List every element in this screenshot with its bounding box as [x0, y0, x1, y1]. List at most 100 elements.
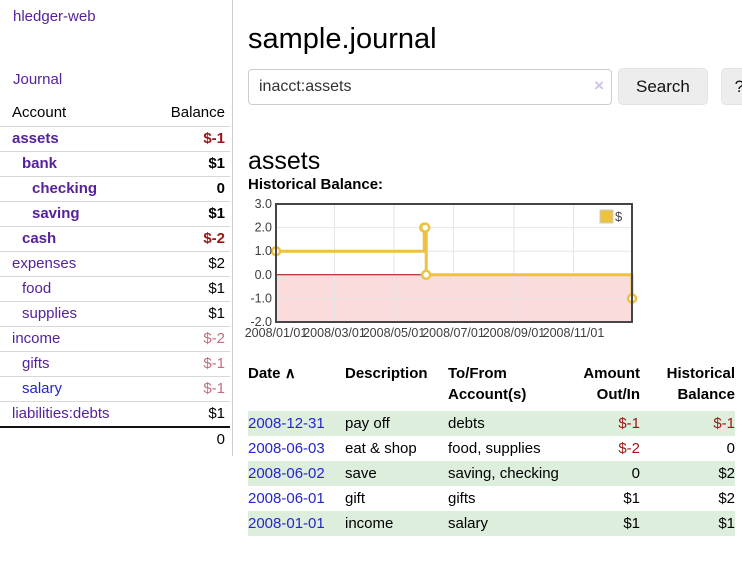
- register-header-description: Description: [345, 365, 428, 382]
- transaction-description: eat & shop: [345, 440, 417, 457]
- accounts-total-balance: 0: [139, 426, 230, 452]
- sidebar-account-link[interactable]: gifts: [22, 355, 50, 372]
- transaction-accounts: debts: [448, 411, 560, 436]
- sidebar-account-link[interactable]: salary: [22, 380, 63, 397]
- accounts-total-row: 0: [0, 426, 230, 452]
- transaction-date-link[interactable]: 2008-01-01: [248, 511, 345, 536]
- account-row: checking 0: [0, 176, 230, 202]
- account-row: income $-2: [0, 326, 230, 352]
- account-cell: income: [0, 326, 140, 352]
- sidebar-item-journal[interactable]: Journal: [13, 71, 63, 88]
- account-cell: cash: [0, 226, 140, 252]
- x-tick-label: 2008/03/01: [303, 326, 366, 340]
- sidebar-account-link[interactable]: income: [12, 330, 61, 347]
- transaction-description: save: [345, 461, 448, 486]
- account-row: cash $-2: [0, 226, 230, 252]
- clear-search-icon[interactable]: ×: [594, 75, 604, 95]
- accounts-header-account: Account: [12, 104, 67, 121]
- account-cell: gifts: [0, 351, 140, 377]
- spacer: [0, 426, 140, 452]
- account-cell: checking: [0, 176, 140, 202]
- transaction-row: 2008-06-03 eat & shop food, supplies $-2 0: [248, 436, 735, 461]
- sidebar-account-link[interactable]: food: [22, 280, 52, 297]
- search-input[interactable]: [248, 68, 612, 105]
- y-tick-label: -2.0: [250, 315, 272, 329]
- account-cell: salary: [0, 376, 140, 402]
- account-balance: $1: [139, 201, 230, 227]
- legend-label: $: [615, 209, 623, 224]
- sidebar-account-link[interactable]: checking: [32, 180, 98, 197]
- transaction-date-link[interactable]: 2008-12-31: [248, 411, 345, 436]
- register-header-date[interactable]: Date ∧: [248, 358, 345, 411]
- transaction-amount: 0: [560, 461, 640, 486]
- account-row: salary $-1: [0, 376, 230, 402]
- transaction-row: 2008-12-31 pay off debts $-1 $-1: [248, 411, 735, 436]
- transaction-description: pay off: [345, 411, 448, 436]
- legend-swatch: [599, 209, 614, 224]
- account-heading: assets: [248, 146, 321, 175]
- sort-asc-icon[interactable]: ∧: [284, 365, 296, 382]
- transaction-amount: $1: [623, 490, 640, 507]
- transaction-date-link[interactable]: 2008-06-01: [248, 490, 325, 507]
- sidebar-account-link[interactable]: bank: [22, 155, 58, 172]
- date-header-label: Date: [248, 365, 281, 382]
- account-row: expenses $2: [0, 251, 230, 277]
- account-balance: $-1: [139, 376, 230, 402]
- transaction-accounts: saving, checking: [448, 461, 560, 486]
- x-tick-label: 2008/11/01: [543, 326, 605, 340]
- account-cell: liabilities:debts: [0, 401, 140, 427]
- y-tick-label: 3.0: [255, 197, 272, 211]
- register-table: Date ∧ Description To/From Account(s) Am…: [248, 358, 735, 536]
- help-button[interactable]: ?: [720, 68, 742, 105]
- page-title: sample.journal: [248, 23, 437, 56]
- transaction-row: 2008-06-01 gift gifts $1 $2: [248, 486, 735, 511]
- register-header-row: Date ∧ Description To/From Account(s) Am…: [248, 358, 735, 411]
- transaction-date-link[interactable]: 2008-06-03: [248, 440, 325, 457]
- search-button[interactable]: Search: [618, 68, 708, 105]
- account-balance: $2: [139, 251, 230, 277]
- search-bar: × Search ?: [248, 68, 742, 105]
- account-balance: $1: [139, 276, 230, 302]
- historical-balance-chart: $3.0 2.0 1.0 0.0 -1.0 -2.0 2008/01/01 2008/03/0…: [245, 197, 710, 346]
- sidebar-account-link[interactable]: expenses: [12, 255, 77, 272]
- transaction-balance: $1: [640, 511, 735, 536]
- transaction-date-link[interactable]: 2008-06-02: [248, 461, 345, 486]
- register-header-balance: Historical Balance: [666, 365, 735, 403]
- transaction-balance: 0: [726, 440, 735, 457]
- sidebar-account-link[interactable]: supplies: [22, 305, 78, 322]
- sidebar-account-link[interactable]: assets: [12, 130, 59, 147]
- transaction-balance: $-1: [640, 411, 735, 436]
- sidebar-account-link[interactable]: saving: [32, 205, 80, 222]
- transaction-amount: $-1: [560, 411, 640, 436]
- transaction-balance: $2: [718, 490, 735, 507]
- y-tick-label: 2.0: [255, 221, 272, 235]
- chart-canvas: $3.0 2.0 1.0 0.0 -1.0 -2.02008/01/012008/03/0…: [245, 197, 638, 340]
- x-tick-label: 2008/05/01: [363, 326, 426, 340]
- transaction-amount: $-2: [618, 440, 640, 457]
- account-balance: $1: [139, 401, 230, 427]
- main-content: sample.journal × Search ? assets Histori…: [245, 0, 742, 582]
- sidebar-account-link[interactable]: liabilities:debts: [12, 405, 110, 422]
- x-tick-label: 2008/01/01: [245, 326, 308, 340]
- x-tick-label: 2008/07/01: [422, 326, 485, 340]
- account-row: saving $1: [0, 201, 230, 227]
- transaction-description: income: [345, 511, 448, 536]
- account-balance: $-1: [139, 351, 230, 377]
- search-field-wrap: ×: [248, 68, 612, 105]
- sidebar: hledger-web Journal Account Balance asse…: [0, 0, 233, 456]
- account-row: assets $-1: [0, 126, 230, 152]
- account-row: bank $1: [0, 151, 230, 177]
- transaction-accounts: gifts: [448, 490, 476, 507]
- account-row: liabilities:debts $1: [0, 401, 230, 427]
- sidebar-account-link[interactable]: cash: [22, 230, 57, 247]
- accounts-table: Account Balance assets $-1 bank $1 checking 0…: [0, 100, 230, 452]
- transaction-row: 2008-01-01 income salary $1 $1: [248, 511, 735, 536]
- y-tick-label: -1.0: [250, 291, 272, 305]
- account-balance: $1: [139, 151, 230, 177]
- y-tick-label: 1.0: [255, 244, 272, 258]
- account-balance: $-2: [139, 326, 230, 352]
- x-tick-label: 2008/09/01: [483, 326, 546, 340]
- account-cell: saving: [0, 201, 140, 227]
- app-brand-link[interactable]: hledger-web: [13, 8, 96, 25]
- account-balance: $-2: [139, 226, 230, 252]
